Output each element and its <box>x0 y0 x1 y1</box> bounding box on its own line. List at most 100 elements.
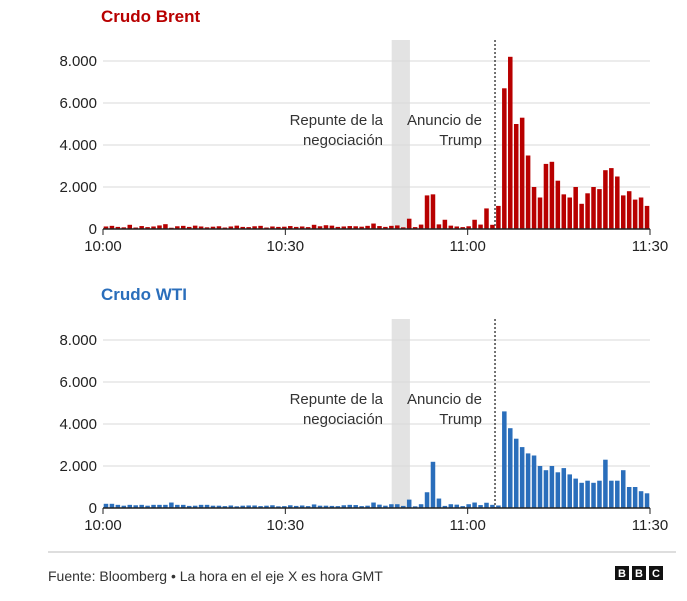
bar <box>359 226 364 229</box>
bar <box>210 226 216 229</box>
bar <box>502 411 507 508</box>
bar <box>204 504 210 508</box>
x-tick-label: 11:30 <box>632 238 668 255</box>
bar <box>175 226 180 229</box>
bar <box>365 225 370 229</box>
annotation-rebound-wti-1: Repunte de la <box>290 391 384 408</box>
bar <box>139 504 144 508</box>
bar <box>371 223 376 229</box>
bar <box>609 480 614 508</box>
bar <box>198 226 204 229</box>
bar <box>478 224 483 229</box>
y-ticks-wti: 0 2.000 4.000 6.000 8.000 <box>59 332 97 517</box>
bar <box>341 505 347 508</box>
bar <box>389 225 394 229</box>
bar <box>270 226 275 229</box>
bar <box>424 492 430 508</box>
bar <box>626 487 632 508</box>
bar <box>555 472 561 508</box>
bar <box>478 505 483 508</box>
bar <box>406 499 412 508</box>
bar <box>323 505 329 508</box>
bar <box>591 482 596 508</box>
gridlines-wti <box>103 339 650 467</box>
y-tick-label: 0 <box>89 500 97 517</box>
bar <box>216 505 222 508</box>
bar <box>311 224 317 229</box>
bar <box>329 225 335 229</box>
bar <box>591 187 596 229</box>
bar <box>317 226 323 229</box>
bar <box>436 498 442 508</box>
y-tick-label: 0 <box>89 221 97 238</box>
bar <box>264 505 269 508</box>
chart-title-wti: Crudo WTI <box>101 285 187 304</box>
svg-text:C: C <box>652 568 660 580</box>
bar <box>109 225 115 229</box>
bar <box>525 155 531 229</box>
x-tick-label: 10:30 <box>267 238 305 255</box>
bar <box>424 195 430 229</box>
bar <box>311 504 317 508</box>
bar <box>359 506 364 508</box>
bar <box>240 505 245 508</box>
bar <box>115 504 121 508</box>
bar <box>383 226 388 229</box>
bar <box>638 491 644 508</box>
y-tick-label: 8.000 <box>59 332 97 349</box>
bar <box>192 505 198 508</box>
bar <box>442 219 448 229</box>
bar <box>436 224 442 229</box>
bar <box>216 226 222 229</box>
bar <box>175 504 180 508</box>
bar <box>305 227 311 229</box>
bar <box>442 505 448 508</box>
bar <box>103 226 109 229</box>
bar <box>484 502 489 508</box>
bar <box>466 504 471 508</box>
bar <box>626 191 632 229</box>
bar <box>204 227 210 229</box>
bar <box>490 224 495 229</box>
bar <box>365 505 370 508</box>
y-tick-label: 6.000 <box>59 374 97 391</box>
bar <box>329 505 335 508</box>
bar <box>597 480 602 508</box>
bar <box>288 505 293 508</box>
y-tick-label: 8.000 <box>59 53 97 70</box>
bar <box>549 466 555 508</box>
bar <box>246 505 251 508</box>
bar <box>317 505 323 508</box>
bar <box>609 168 614 229</box>
bar <box>430 461 436 508</box>
bar <box>620 470 626 508</box>
bar <box>401 227 406 229</box>
bar <box>484 208 489 229</box>
bar <box>377 226 382 229</box>
bar <box>395 504 400 508</box>
annotation-trump-wti-2: Trump <box>439 411 482 428</box>
bar <box>496 505 501 508</box>
bar <box>395 225 400 229</box>
bar <box>210 505 216 508</box>
bar <box>603 459 608 508</box>
bar <box>103 503 109 508</box>
x-ticks-wti: 10:00 10:30 11:00 11:30 <box>84 508 668 534</box>
bar <box>644 205 650 229</box>
bar <box>353 505 358 508</box>
bar <box>276 226 281 229</box>
bar <box>157 225 162 229</box>
y-tick-label: 4.000 <box>59 416 97 433</box>
annotation-trump-wti-1: Anuncio de <box>407 391 482 408</box>
bar <box>145 227 150 229</box>
bar <box>567 474 572 508</box>
bar <box>234 225 240 229</box>
bar <box>234 506 240 508</box>
bar <box>139 226 144 229</box>
bar <box>615 480 620 508</box>
bar <box>228 505 234 508</box>
bar <box>418 504 424 508</box>
bar <box>543 163 549 229</box>
bar <box>632 199 638 229</box>
bar <box>258 225 263 229</box>
